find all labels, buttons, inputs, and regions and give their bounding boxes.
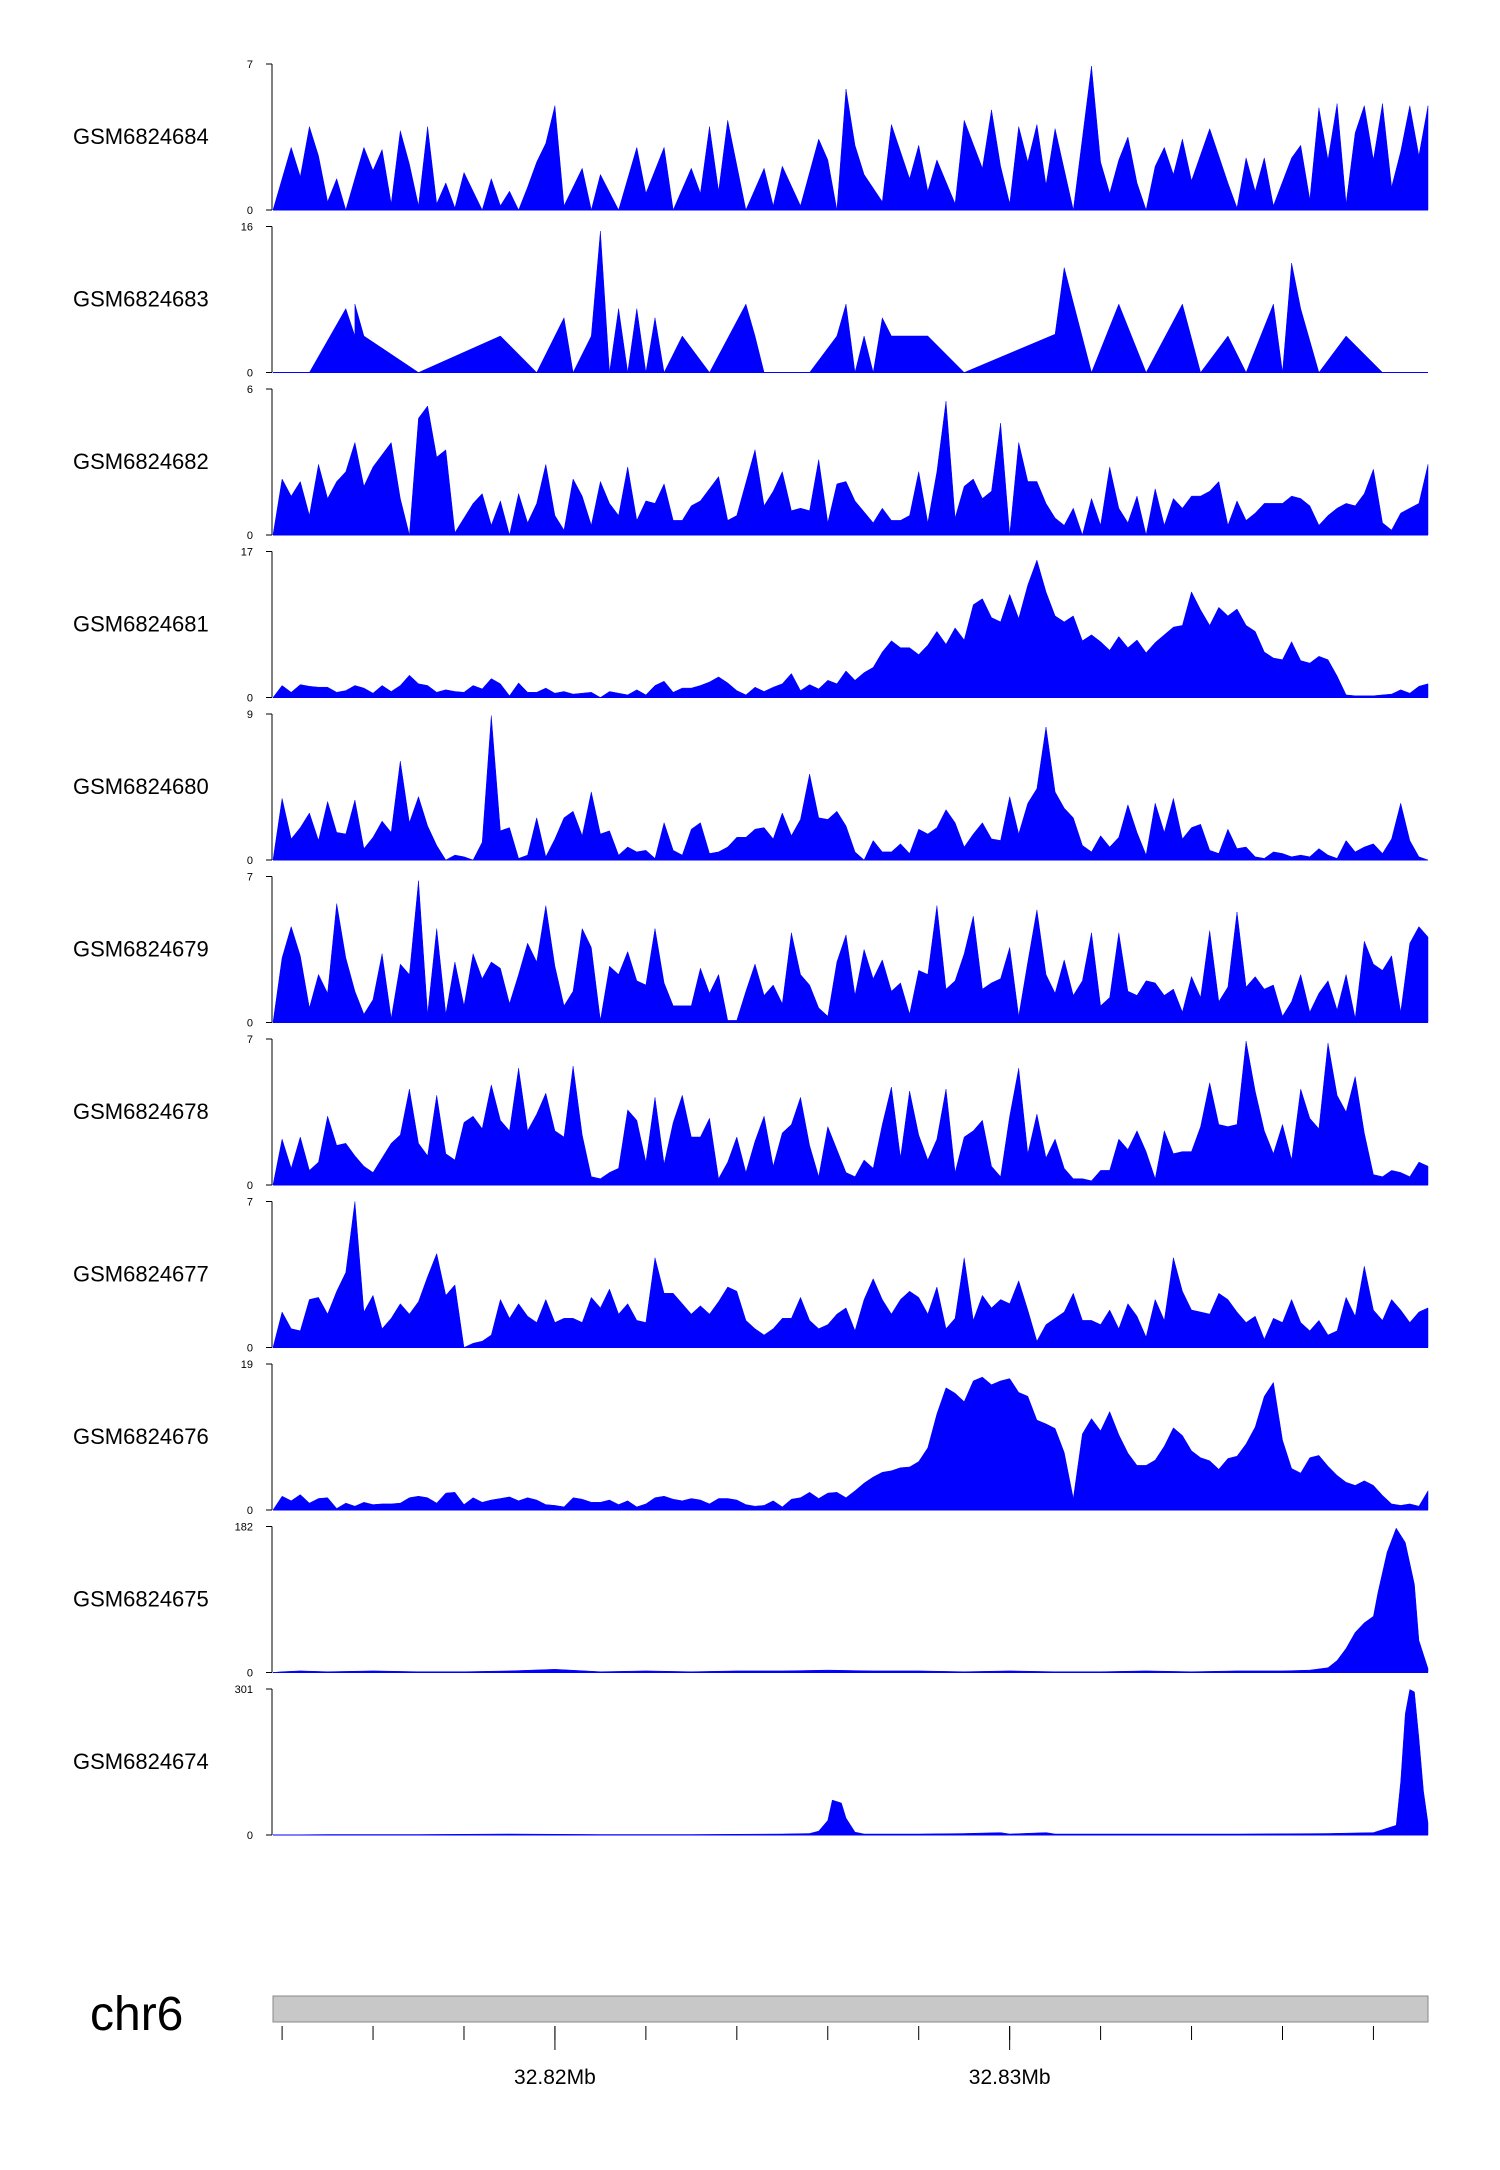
chromosome-ideogram	[272, 1995, 1429, 2023]
track-label: GSM6824675	[73, 1587, 209, 1612]
y-tick-label-max: 16	[241, 222, 253, 234]
coverage-area	[272, 715, 1429, 861]
y-tick-label-max: 19	[241, 1359, 253, 1371]
track-label: GSM6824679	[73, 937, 209, 962]
track-label: GSM6824676	[73, 1424, 209, 1449]
y-tick-label-max: 7	[247, 1034, 253, 1046]
genome-axis: chr6 32.82Mb 32.83Mb	[90, 1988, 1429, 2089]
coverage-area	[272, 1376, 1429, 1511]
coverage-area	[272, 1201, 1429, 1348]
track-label: GSM6824683	[73, 287, 209, 312]
y-tick-label-min: 0	[247, 1830, 253, 1842]
track-label: GSM6824684	[73, 124, 209, 149]
tracks-layer: GSM682468470GSM6824683160GSM682468260GSM…	[73, 59, 1429, 1842]
track-GSM6824677: GSM6824677 7 0	[73, 1197, 1429, 1355]
y-tick-label-max: 17	[241, 547, 253, 559]
y-tick-label-min: 0	[247, 1180, 253, 1192]
track-label: GSM6824677	[73, 1262, 209, 1287]
y-tick-label-min: 0	[247, 1505, 253, 1517]
coverage-area	[272, 66, 1429, 211]
track-label: GSM6824678	[73, 1099, 209, 1124]
track-GSM6824679: GSM6824679 7 0	[73, 872, 1429, 1030]
track-GSM6824674: GSM6824674 301 0	[73, 1684, 1429, 1842]
track-label: GSM6824681	[73, 612, 209, 637]
y-tick-label-min: 0	[247, 1343, 253, 1355]
track-GSM6824682: GSM6824682 6 0	[73, 384, 1429, 542]
track-GSM6824680: GSM6824680 9 0	[73, 709, 1429, 867]
chromosome-label: chr6	[90, 1988, 183, 2041]
y-tick-label-min: 0	[247, 1018, 253, 1030]
genome-axis-ticks: 32.82Mb 32.83Mb	[281, 2026, 1374, 2089]
track-label: GSM6824674	[73, 1749, 209, 1774]
y-tick-label-max: 182	[235, 1522, 253, 1534]
y-tick-label-max: 7	[247, 59, 253, 71]
y-tick-label-min: 0	[247, 1668, 253, 1680]
track-GSM6824676: GSM6824676 19 0	[73, 1359, 1429, 1517]
coverage-area	[272, 1041, 1429, 1186]
track-GSM6824678: GSM6824678 7 0	[73, 1034, 1429, 1192]
coverage-area	[272, 401, 1429, 536]
y-tick-label-max: 9	[247, 709, 253, 721]
y-tick-label-max: 7	[247, 872, 253, 884]
y-tick-label-min: 0	[247, 205, 253, 217]
track-GSM6824675: GSM6824675 182 0	[73, 1522, 1429, 1680]
genome-tick-label: 32.82Mb	[514, 2066, 596, 2089]
y-tick-label-max: 7	[247, 1197, 253, 1209]
y-tick-label-max: 301	[235, 1684, 253, 1696]
coverage-area	[272, 1689, 1429, 1836]
coverage-area	[272, 1527, 1429, 1673]
coverage-area	[308, 231, 1384, 374]
y-tick-label-min: 0	[247, 693, 253, 705]
track-label: GSM6824682	[73, 449, 209, 474]
track-GSM6824684: GSM6824684 7 0	[73, 59, 1429, 217]
y-tick-label-max: 6	[247, 384, 253, 396]
track-label: GSM6824680	[73, 774, 209, 799]
track-GSM6824681: GSM6824681 17 0	[73, 547, 1429, 705]
y-tick-label-min: 0	[247, 368, 253, 380]
y-tick-label-min: 0	[247, 530, 253, 542]
genome-tick-label: 32.83Mb	[969, 2066, 1051, 2089]
y-tick-label-min: 0	[247, 855, 253, 867]
coverage-area	[272, 880, 1429, 1023]
coverage-area	[272, 559, 1429, 698]
track-GSM6824683: GSM6824683 16 0	[73, 222, 1428, 380]
